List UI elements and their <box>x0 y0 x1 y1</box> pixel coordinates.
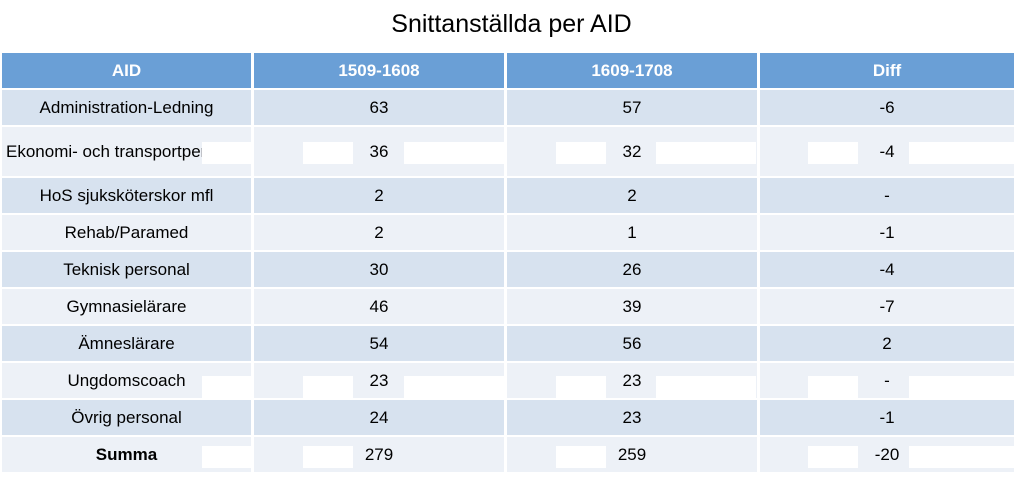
table-row: HoS sjuksköterskor mfl 2 2 - <box>2 178 1014 215</box>
value-cell-2: 57 <box>507 90 760 127</box>
value-cell-2: 56 <box>507 326 760 363</box>
diff-cell: -7 <box>760 289 1014 326</box>
redaction-block <box>808 142 858 164</box>
table-row: Ämneslärare 54 56 2 <box>2 326 1014 363</box>
redaction-block <box>202 142 252 164</box>
value-cell-1: 46 <box>254 289 507 326</box>
header-diff: Diff <box>760 53 1014 90</box>
aid-cell: Administration-Ledning <box>2 90 254 127</box>
header-row: AID 1509-1608 1609-1708 Diff <box>2 53 1014 90</box>
diff-cell: -6 <box>760 90 1014 127</box>
redaction-block <box>656 376 756 398</box>
diff-cell: -4 <box>760 252 1014 289</box>
diff-cell: - <box>760 178 1014 215</box>
data-table: AID 1509-1608 1609-1708 Diff Administrat… <box>2 53 1014 474</box>
redaction-block <box>303 446 353 468</box>
aid-cell: Gymnasielärare <box>2 289 254 326</box>
value-cell-1: 24 <box>254 400 507 437</box>
redaction-block <box>556 376 606 398</box>
redaction-block <box>808 376 858 398</box>
value-cell-1: 30 <box>254 252 507 289</box>
redaction-block <box>303 142 353 164</box>
value-cell-2: 1 <box>507 215 760 252</box>
value-cell-2: 23 <box>507 400 760 437</box>
redaction-block <box>404 142 504 164</box>
total-value-1: 279 <box>254 437 507 474</box>
total-value-2: 259 <box>507 437 760 474</box>
total-diff: -20 <box>760 437 1014 474</box>
redaction-block <box>909 376 1014 398</box>
aid-cell: Övrig personal <box>2 400 254 437</box>
header-aid: AID <box>2 53 254 90</box>
header-period-1: 1509-1608 <box>254 53 507 90</box>
value-cell-1: 63 <box>254 90 507 127</box>
aid-cell: Teknisk personal <box>2 252 254 289</box>
redaction-block <box>808 446 858 468</box>
value-cell-1: 2 <box>254 215 507 252</box>
redaction-block <box>556 446 606 468</box>
table-row: Administration-Ledning 63 57 -6 <box>2 90 1014 127</box>
table-row: Ungdomscoach 23 23 - <box>2 363 1014 400</box>
value-cell-2: 39 <box>507 289 760 326</box>
redaction-block <box>909 142 1014 164</box>
redaction-block <box>656 142 756 164</box>
aid-cell: Rehab/Paramed <box>2 215 254 252</box>
diff-cell: -1 <box>760 215 1014 252</box>
table-row: Ekonomi- och transportpersonal 36 32 -4 <box>2 127 1014 178</box>
value-cell-2: 26 <box>507 252 760 289</box>
table-row: Rehab/Paramed 2 1 -1 <box>2 215 1014 252</box>
value-cell-1: 54 <box>254 326 507 363</box>
total-row: Summa 279 259 -20 <box>2 437 1014 474</box>
table-title: Snittanställda per AID <box>391 10 632 38</box>
value-cell-2: 2 <box>507 178 760 215</box>
redaction-block <box>202 446 252 468</box>
table-row: Teknisk personal 30 26 -4 <box>2 252 1014 289</box>
diff-cell: -1 <box>760 400 1014 437</box>
redaction-block <box>404 376 504 398</box>
table-row: Övrig personal 24 23 -1 <box>2 400 1014 437</box>
aid-cell: HoS sjuksköterskor mfl <box>2 178 254 215</box>
aid-cell: Ämneslärare <box>2 326 254 363</box>
value-cell-1: 2 <box>254 178 507 215</box>
redaction-block <box>303 376 353 398</box>
redaction-block <box>909 446 1014 468</box>
header-period-2: 1609-1708 <box>507 53 760 90</box>
table-row: Gymnasielärare 46 39 -7 <box>2 289 1014 326</box>
redaction-block <box>202 376 252 398</box>
redaction-block <box>556 142 606 164</box>
diff-cell: 2 <box>760 326 1014 363</box>
